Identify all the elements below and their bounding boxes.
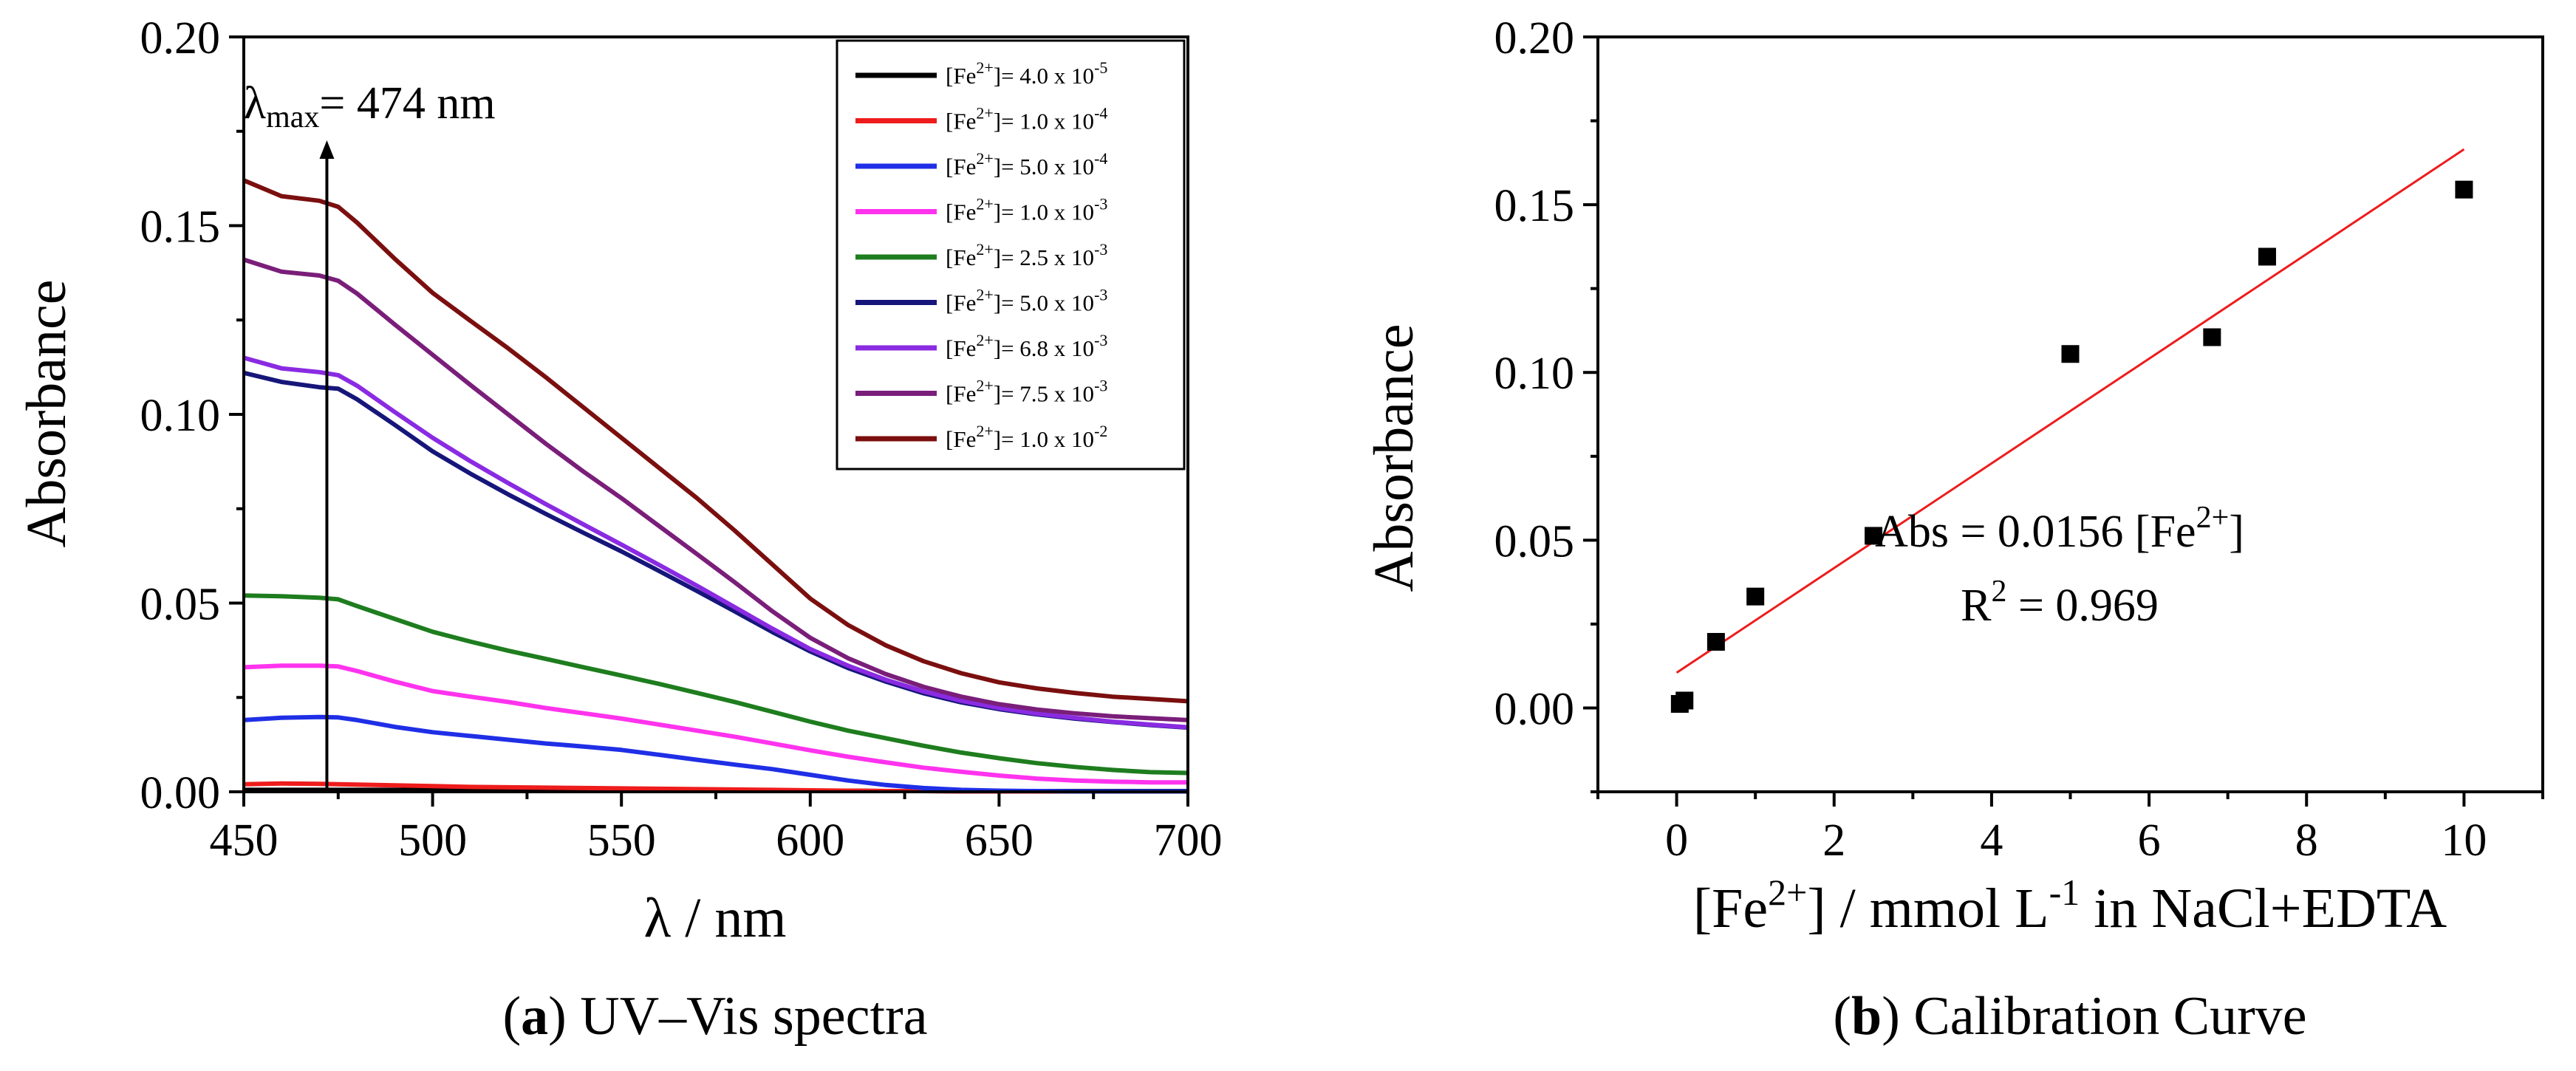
legend-label-8: [Fe2+]= 7.5 x 10-3 <box>946 377 1107 407</box>
x-tick-label: 4 <box>1980 815 2003 866</box>
x-tick-label: 650 <box>965 815 1034 866</box>
data-point <box>2258 247 2276 266</box>
x-tick-label: 2 <box>1822 815 1845 866</box>
data-point <box>1746 587 1765 606</box>
panel-b-x-label: [Fe2+] / mmol L-1 in NaCl+EDTA <box>1693 872 2447 940</box>
panel-b-x-axis: 0 2 4 6 8 10 <box>1596 792 2544 866</box>
x-tick-label: 450 <box>210 815 279 866</box>
legend-label-7: [Fe2+]= 6.8 x 10-3 <box>946 331 1107 361</box>
panel-b-caption: (b) Calibration Curve <box>1833 986 2306 1047</box>
panel-a-legend: [Fe2+]= 4.0 x 10-5 [Fe2+]= 1.0 x 10-4 [Fe2… <box>836 39 1186 471</box>
x-tick-label: 700 <box>1154 815 1223 866</box>
x-tick-label: 8 <box>2295 815 2318 866</box>
y-tick-label: 0.05 <box>140 580 221 630</box>
legend-label-1: [Fe2+]= 4.0 x 10-5 <box>946 58 1107 89</box>
panel-b-points <box>1670 180 2473 713</box>
panel-a-y-label: Absorbance <box>16 280 78 548</box>
panel-a-y-axis: 0.00 0.05 0.10 0.15 0.20 <box>140 13 244 818</box>
panel-b-y-label: Absorbance <box>1363 324 1425 592</box>
legend-label-5: [Fe2+]= 2.5 x 10-3 <box>946 240 1107 270</box>
data-point <box>2203 328 2221 346</box>
y-tick-label: 0.00 <box>140 768 221 818</box>
y-tick-label: 0.00 <box>1494 684 1575 734</box>
data-point <box>1675 691 1694 710</box>
data-point <box>2455 180 2473 199</box>
x-tick-label: 6 <box>2138 815 2161 866</box>
fit-line <box>1675 148 2465 674</box>
y-tick-label: 0.20 <box>1494 13 1575 64</box>
x-tick-label: 600 <box>776 815 844 866</box>
legend-label-9: [Fe2+]= 1.0 x 10-2 <box>946 422 1107 452</box>
lambda-max-arrowhead <box>319 140 335 159</box>
panel-a-x-axis: 450 500 550 600 650 700 <box>210 792 1223 866</box>
panel-a-x-label: λ / nm <box>643 887 786 949</box>
x-tick-label: 10 <box>2441 815 2487 866</box>
legend-label-4: [Fe2+]= 1.0 x 10-3 <box>946 195 1107 225</box>
panel-a: λmax= 474 nm 450 500 550 600 650 700 0.00 0.05… <box>16 13 1223 1047</box>
spectrum-line-4 <box>243 663 1188 785</box>
spectrum-line-9 <box>242 178 1189 704</box>
legend-label-2: [Fe2+]= 1.0 x 10-4 <box>946 104 1107 134</box>
y-tick-label: 0.15 <box>140 202 221 253</box>
fit-r-squared: R2 = 0.969 <box>1961 575 2159 631</box>
panel-a-series-group <box>242 178 1189 794</box>
y-tick-label: 0.10 <box>140 391 221 441</box>
data-point <box>1706 632 1725 651</box>
x-tick-label: 550 <box>587 815 656 866</box>
y-tick-label: 0.10 <box>1494 349 1575 399</box>
panel-b: 0 2 4 6 8 10 0.00 0.05 0.10 0.15 0.20 Abs = 0.015… <box>1363 13 2544 1047</box>
x-tick-label: 500 <box>398 815 467 866</box>
legend-label-3: [Fe2+]= 5.0 x 10-4 <box>946 149 1107 179</box>
y-tick-label: 0.20 <box>140 13 221 64</box>
x-tick-label: 0 <box>1665 815 1688 866</box>
lambda-max-label: λmax= 474 nm <box>244 78 496 134</box>
spectrum-line-7 <box>243 355 1189 730</box>
legend-label-6: [Fe2+]= 5.0 x 10-3 <box>946 286 1107 316</box>
panel-b-frame <box>1596 35 2544 793</box>
spectrum-line-5 <box>243 593 1189 776</box>
fit-equation: Abs = 0.0156 [Fe2+] <box>1875 501 2244 557</box>
data-point <box>1865 527 1883 545</box>
y-tick-label: 0.15 <box>1494 181 1575 231</box>
y-tick-label: 0.05 <box>1494 516 1575 567</box>
panel-a-caption: (a) UV–Vis spectra <box>502 986 927 1047</box>
panel-b-y-axis: 0.00 0.05 0.10 0.15 0.20 <box>1494 13 1598 793</box>
spectrum-line-8 <box>243 257 1189 722</box>
data-point <box>2061 345 2080 363</box>
